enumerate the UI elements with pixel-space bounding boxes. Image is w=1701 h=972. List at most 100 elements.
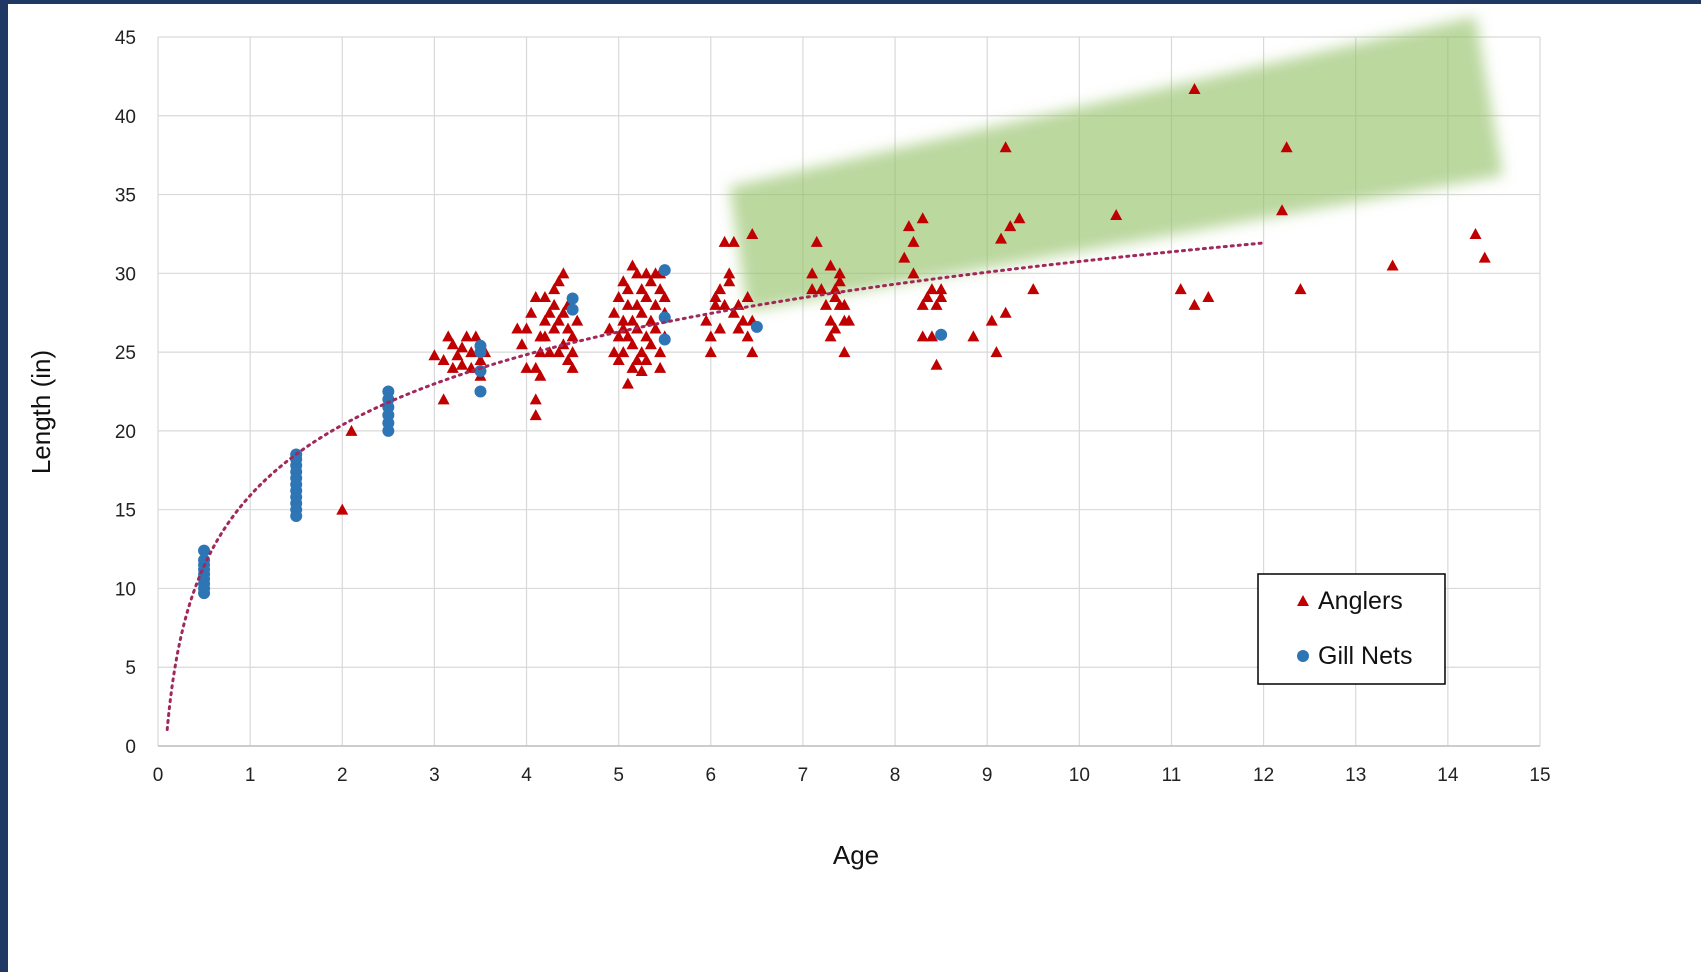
gill-nets-point — [658, 333, 671, 346]
anglers-point — [1174, 283, 1187, 295]
anglers-point — [1004, 220, 1017, 232]
anglers-point — [925, 283, 938, 295]
anglers-point — [552, 346, 565, 358]
anglers-point — [967, 330, 980, 342]
x-tick-label: 8 — [890, 765, 901, 786]
anglers-point — [617, 275, 630, 287]
anglers-point — [999, 141, 1012, 153]
anglers-point — [635, 346, 648, 358]
y-tick-label: 20 — [115, 422, 136, 443]
x-tick-label: 10 — [1069, 765, 1090, 786]
anglers-point — [635, 283, 648, 295]
gill-nets-point — [198, 544, 211, 557]
anglers-point — [621, 330, 634, 342]
anglers-point — [921, 290, 934, 302]
anglers-point — [566, 346, 579, 358]
legend-gill-nets-marker — [1297, 650, 1309, 662]
anglers-point — [746, 346, 759, 358]
anglers-point — [511, 322, 524, 334]
x-tick-label: 7 — [798, 765, 809, 786]
series-gill-nets — [198, 264, 948, 600]
anglers-point — [700, 314, 713, 326]
anglers-point — [990, 346, 1003, 358]
anglers-point — [635, 365, 648, 377]
anglers-point — [566, 330, 579, 342]
gill-nets-point — [750, 320, 763, 333]
gill-nets-point — [382, 385, 395, 398]
x-tick-label: 1 — [245, 765, 256, 786]
anglers-point — [469, 330, 482, 342]
anglers-point — [806, 267, 819, 279]
anglers-point — [898, 251, 911, 263]
anglers-point — [935, 290, 948, 302]
x-tick-label: 13 — [1345, 765, 1366, 786]
anglers-point — [640, 267, 653, 279]
anglers-point — [561, 353, 574, 365]
anglers-point — [442, 330, 455, 342]
anglers-point — [829, 290, 842, 302]
anglers-point — [916, 298, 929, 310]
anglers-point — [617, 346, 630, 358]
anglers-point — [617, 314, 630, 326]
anglers-point — [428, 349, 441, 361]
y-tick-label: 0 — [125, 737, 136, 758]
anglers-point — [552, 314, 565, 326]
anglers-point — [631, 298, 644, 310]
anglers-point — [741, 330, 754, 342]
anglers-point — [529, 290, 542, 302]
anglers-point — [612, 290, 625, 302]
legend: Anglers Gill Nets — [1257, 573, 1446, 685]
x-tick-label: 9 — [982, 765, 993, 786]
x-tick-label: 0 — [153, 765, 164, 786]
anglers-point — [534, 369, 547, 381]
anglers-point — [704, 330, 717, 342]
anglers-point — [612, 330, 625, 342]
anglers-point — [709, 290, 722, 302]
gill-nets-point — [658, 264, 671, 277]
anglers-point — [815, 283, 828, 295]
anglers-point — [345, 424, 358, 436]
scatter-chart: 0 1 2 3 4 5 6 7 8 9 10 11 12 13 14 15051015202530354045… — [26, 16, 1551, 870]
anglers-point — [465, 346, 478, 358]
anglers-point — [456, 358, 469, 370]
anglers-point — [451, 349, 464, 361]
anglers-point — [621, 377, 634, 389]
anglers-point — [995, 232, 1008, 244]
gill-nets-point — [566, 303, 579, 316]
y-tick-label: 10 — [115, 579, 136, 600]
highlight-band — [729, 16, 1504, 312]
anglers-point — [1110, 209, 1123, 221]
x-tick-label: 4 — [521, 765, 532, 786]
x-tick-label: 15 — [1529, 765, 1550, 786]
anglers-point — [654, 346, 667, 358]
anglers-point — [732, 298, 745, 310]
anglers-point — [566, 361, 579, 373]
chart-frame: 0 1 2 3 4 5 6 7 8 9 10 11 12 13 14 15 0 5 10 15 20 25 30 35 40 45… — [8, 4, 1701, 972]
x-tick-label: 14 — [1437, 765, 1459, 786]
anglers-point — [529, 409, 542, 421]
anglers-point — [709, 298, 722, 310]
y-tick-label: 45 — [115, 28, 136, 49]
anglers-point — [626, 259, 639, 271]
anglers-point — [640, 330, 653, 342]
y-axis-title: Length (in) — [26, 350, 56, 474]
y-tick-label: 25 — [115, 343, 136, 364]
anglers-point — [714, 283, 727, 295]
anglers-point — [456, 341, 469, 353]
anglers-point — [907, 235, 920, 247]
anglers-point — [1469, 227, 1482, 239]
y-tick-label: 5 — [125, 658, 136, 679]
legend-gill-nets-label: Gill Nets — [1318, 642, 1412, 670]
anglers-point — [999, 306, 1012, 318]
anglers-point — [1188, 82, 1201, 94]
gill-nets-point — [474, 385, 487, 398]
anglers-point — [935, 283, 948, 295]
legend-box — [1257, 573, 1446, 685]
anglers-point — [829, 322, 842, 334]
anglers-point — [548, 283, 561, 295]
gill-nets-point — [566, 292, 579, 305]
anglers-point — [1294, 283, 1307, 295]
anglers-point — [474, 353, 487, 365]
anglers-point — [529, 393, 542, 405]
